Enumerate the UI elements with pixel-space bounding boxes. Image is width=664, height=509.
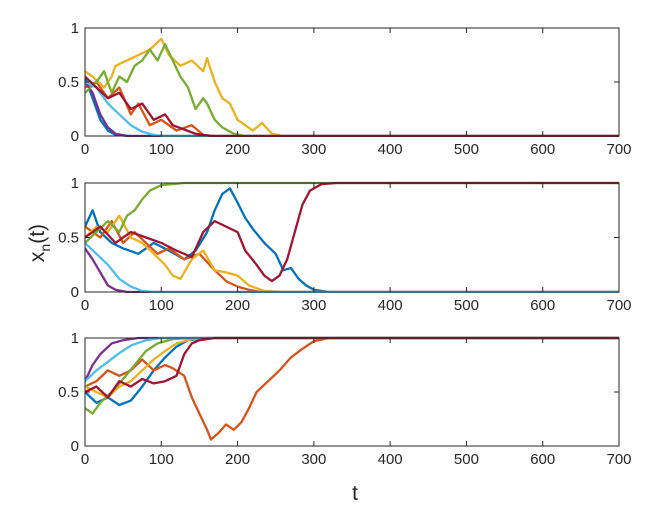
panel-bottom: 0 100 200 300 400 500 600 700 0 0.5 1 [58, 330, 631, 468]
middle-x-tick-label: 600 [530, 297, 555, 314]
top-x-tick-label: 500 [454, 141, 479, 158]
bottom-x-tick-label: 300 [301, 451, 326, 468]
bottom-series-line-7 [85, 336, 619, 399]
bottom-series-line-6 [85, 336, 619, 383]
top-x-tick-label: 700 [606, 141, 631, 158]
bottom-plot-frame [84, 337, 620, 447]
bottom-series-line-2 [85, 336, 619, 441]
bottom-series-line-5 [85, 336, 619, 415]
top-series-line-3 [85, 37, 619, 137]
y-axis-title-main: x [26, 251, 49, 262]
middle-x-tick-label: 100 [149, 297, 174, 314]
bottom-y-tick-label: 0.5 [58, 384, 79, 401]
middle-series-line-1 [85, 187, 619, 293]
y-axis-title-subscript: n [37, 244, 53, 252]
bottom-x-tick-label: 200 [225, 451, 250, 468]
middle-series-line-2 [85, 219, 619, 293]
x-axis-title: t [352, 482, 358, 505]
bottom-x-tick-label: 100 [149, 451, 174, 468]
top-x-tick-label: 200 [225, 141, 250, 158]
top-series-line-5 [85, 43, 619, 137]
middle-series-line-3 [85, 214, 619, 293]
middle-x-tick-label: 200 [225, 297, 250, 314]
y-axis-title-tail: (t) [26, 224, 49, 244]
bottom-x-tick-label: 500 [454, 451, 479, 468]
top-series-line-4 [85, 80, 619, 137]
top-series-line-1 [85, 75, 619, 137]
middle-x-tick-label: 700 [606, 297, 631, 314]
top-series-line-7 [85, 75, 619, 137]
bottom-x-tick-label: 600 [530, 451, 555, 468]
panel-middle: 0 100 200 300 400 500 600 700 0 0.5 1 [58, 175, 631, 314]
top-series-line-6 [85, 80, 619, 137]
middle-x-tick-label: 500 [454, 297, 479, 314]
middle-y-tick-label: 0.5 [58, 230, 79, 247]
middle-y-tick-label: 0 [71, 284, 79, 301]
top-x-tick-label: 600 [530, 141, 555, 158]
top-y-tick-label: 1 [71, 20, 79, 37]
top-series-line-2 [85, 80, 619, 137]
y-axis-title: xn(t) [26, 224, 53, 262]
top-x-tick-label: 100 [149, 141, 174, 158]
bottom-series-line-3 [85, 336, 619, 399]
panel-top: 0 100 200 300 400 500 600 700 0 0.5 1 [58, 20, 631, 158]
middle-y-tick-label: 1 [71, 175, 79, 192]
middle-plot-frame [84, 182, 620, 293]
bottom-y-tick-label: 1 [71, 330, 79, 347]
bottom-x-tick-label: 700 [606, 451, 631, 468]
middle-series-line-4 [85, 247, 619, 293]
bottom-series-line-1 [85, 336, 619, 407]
middle-x-tick-label: 0 [81, 297, 89, 314]
top-y-tick-label: 0 [71, 128, 79, 145]
bottom-series-line-4 [85, 336, 619, 383]
bottom-x-tick-label: 400 [378, 451, 403, 468]
bottom-x-tick-label: 0 [81, 451, 89, 468]
middle-x-tick-label: 400 [378, 297, 403, 314]
middle-series-line-5 [85, 181, 619, 245]
top-x-tick-label: 0 [81, 141, 89, 158]
bottom-y-tick-label: 0 [71, 438, 79, 455]
middle-x-tick-label: 300 [301, 297, 326, 314]
top-x-tick-label: 400 [378, 141, 403, 158]
top-series-group [85, 37, 619, 137]
middle-series-group [85, 181, 619, 293]
middle-series-line-7 [85, 181, 619, 283]
bottom-series-group [85, 336, 619, 441]
top-x-tick-label: 300 [301, 141, 326, 158]
top-y-tick-label: 0.5 [58, 74, 79, 91]
